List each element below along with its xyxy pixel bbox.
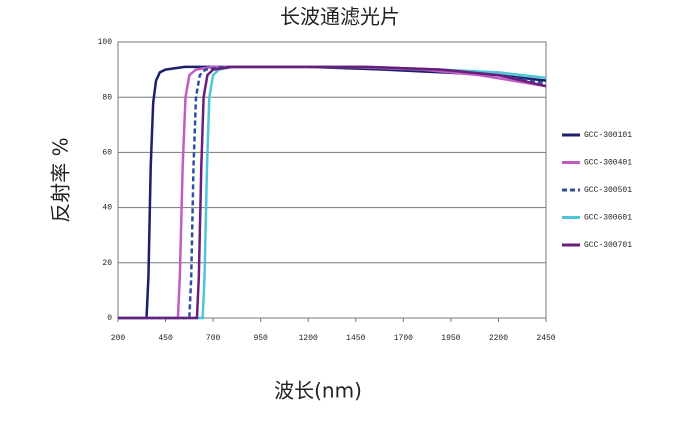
plot-area <box>117 41 547 319</box>
x-tick-label: 450 <box>158 334 173 343</box>
x-tick-label: 950 <box>253 334 268 343</box>
x-tick-label: 2450 <box>536 334 555 343</box>
series-line <box>118 65 547 320</box>
y-tick-label: 100 <box>98 38 113 47</box>
y-tick-label: 60 <box>102 149 112 158</box>
legend-label: GCC-300601 <box>584 214 632 223</box>
series-line <box>118 65 547 320</box>
x-tick-label: 1450 <box>346 334 365 343</box>
legend-label: GCC-300501 <box>584 186 632 195</box>
x-axis-label: 波长(nm) <box>274 379 362 403</box>
legend-label: GCC-300401 <box>584 159 632 168</box>
series-line <box>118 65 547 320</box>
y-tick-label: 20 <box>102 259 112 268</box>
legend-label: GCC-300701 <box>584 241 632 250</box>
y-tick-label: 40 <box>102 204 112 213</box>
x-tick-label: 700 <box>206 334 221 343</box>
x-tick-label: 2200 <box>489 334 508 343</box>
x-tick-label: 1200 <box>299 334 318 343</box>
y-axis-label: 反射率 % <box>49 137 73 222</box>
y-tick-label: 0 <box>107 314 112 323</box>
x-tick-label: 1950 <box>441 334 460 343</box>
y-tick-label: 80 <box>102 93 112 102</box>
x-tick-label: 1700 <box>394 334 413 343</box>
chart-title: 长波通滤光片 <box>280 5 400 29</box>
legend-label: GCC-300101 <box>584 131 632 140</box>
x-tick-label: 200 <box>111 334 126 343</box>
